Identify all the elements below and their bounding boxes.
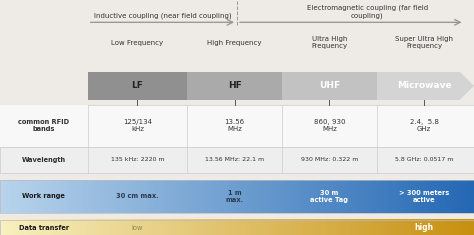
Text: Work range: Work range bbox=[22, 193, 65, 199]
Text: 2.4,  5.8
GHz: 2.4, 5.8 GHz bbox=[410, 119, 438, 132]
Bar bbox=[88, 72, 187, 100]
Text: Super Ultra High
Frequency: Super Ultra High Frequency bbox=[395, 36, 453, 49]
Text: > 300 meters
active: > 300 meters active bbox=[399, 190, 449, 203]
Bar bbox=[0, 147, 474, 173]
Text: Inductive coupling (near field coupling): Inductive coupling (near field coupling) bbox=[93, 12, 231, 19]
Text: LF: LF bbox=[131, 81, 144, 90]
Text: Ultra High
Frequency: Ultra High Frequency bbox=[311, 36, 347, 49]
Text: 5.8 GHz: 0.0517 m: 5.8 GHz: 0.0517 m bbox=[395, 157, 454, 162]
Text: High Frequency: High Frequency bbox=[208, 40, 262, 46]
Bar bbox=[377, 72, 460, 100]
Text: 930 MHz: 0.322 m: 930 MHz: 0.322 m bbox=[301, 157, 358, 162]
Text: HF: HF bbox=[228, 81, 242, 90]
Text: Electromagnetic coupling (far field
coupling): Electromagnetic coupling (far field coup… bbox=[307, 5, 428, 19]
Text: Data transfer: Data transfer bbox=[19, 225, 69, 231]
Text: 30 cm max.: 30 cm max. bbox=[116, 193, 159, 199]
Text: 125/134
kHz: 125/134 kHz bbox=[123, 119, 152, 132]
Text: common RFID
bands: common RFID bands bbox=[18, 119, 69, 132]
Text: 13.56 MHz: 22.1 m: 13.56 MHz: 22.1 m bbox=[205, 157, 264, 162]
Text: Microwave: Microwave bbox=[397, 81, 452, 90]
Bar bbox=[0, 220, 474, 235]
Bar bbox=[282, 72, 377, 100]
Text: 1 m
max.: 1 m max. bbox=[226, 190, 244, 203]
Polygon shape bbox=[460, 72, 474, 100]
Text: low: low bbox=[132, 225, 143, 231]
Text: Low Frequency: Low Frequency bbox=[111, 40, 164, 46]
Bar bbox=[0, 180, 474, 213]
Text: UHF: UHF bbox=[319, 81, 340, 90]
Bar bbox=[187, 72, 282, 100]
Text: Wavelength: Wavelength bbox=[22, 157, 66, 163]
Text: high: high bbox=[415, 223, 434, 232]
Bar bbox=[0, 105, 88, 147]
Text: 30 m
active Tag: 30 m active Tag bbox=[310, 190, 348, 203]
Bar bbox=[0, 105, 474, 147]
Text: 860, 930
MHz: 860, 930 MHz bbox=[314, 119, 345, 132]
Text: 135 kHz: 2220 m: 135 kHz: 2220 m bbox=[110, 157, 164, 162]
Text: 13.56
MHz: 13.56 MHz bbox=[225, 119, 245, 132]
